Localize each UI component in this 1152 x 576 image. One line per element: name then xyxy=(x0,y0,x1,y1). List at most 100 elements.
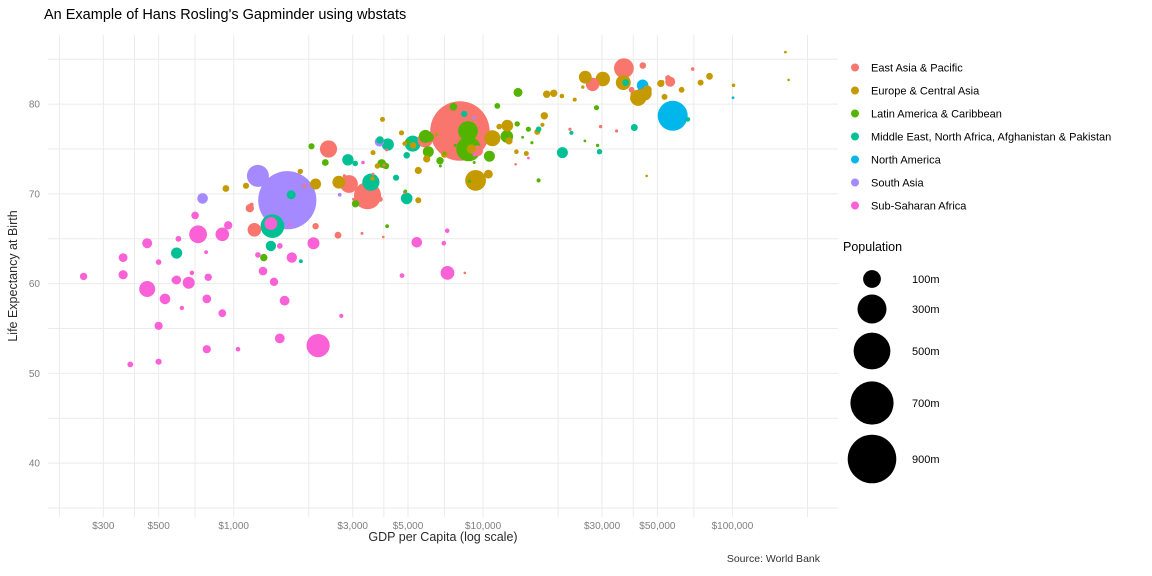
data-point xyxy=(639,62,647,69)
legend-color-swatch xyxy=(851,63,859,72)
data-point xyxy=(382,163,386,167)
data-point xyxy=(784,50,787,54)
data-point xyxy=(265,240,277,252)
data-point xyxy=(685,117,691,122)
data-point xyxy=(215,227,230,242)
data-point xyxy=(483,150,495,162)
data-point xyxy=(118,270,128,280)
legend-region-label: East Asia & Pacific xyxy=(871,63,963,75)
legend-size-label: 100m xyxy=(912,274,940,286)
data-point xyxy=(645,174,648,178)
data-point xyxy=(381,138,394,151)
data-point xyxy=(569,130,574,135)
y-tick-label: 80 xyxy=(29,100,41,111)
data-point xyxy=(302,184,307,188)
data-point xyxy=(339,313,344,318)
legend-color-swatch xyxy=(851,155,859,164)
data-point xyxy=(514,121,520,127)
data-point xyxy=(484,130,501,147)
data-point xyxy=(179,305,185,311)
data-point xyxy=(260,253,268,262)
data-point xyxy=(422,146,434,158)
data-point xyxy=(523,151,529,156)
data-point xyxy=(377,196,383,202)
data-point xyxy=(559,93,565,99)
data-point xyxy=(690,67,695,71)
legend-size-label: 700m xyxy=(912,398,940,410)
x-axis-tick-labels: $300 $500 $1,000 $3,000 $5,000 $10,000 $30,000… xyxy=(92,521,754,532)
data-point xyxy=(598,124,603,129)
data-point xyxy=(402,141,408,146)
data-point xyxy=(380,116,385,122)
data-point xyxy=(171,247,183,259)
data-point xyxy=(513,87,523,97)
data-point xyxy=(385,224,389,229)
legend-size-circle xyxy=(857,294,887,324)
data-point xyxy=(242,182,250,189)
data-point xyxy=(142,238,153,249)
legend-region-label: North America xyxy=(871,155,942,167)
data-point xyxy=(596,149,603,155)
data-point xyxy=(657,100,688,131)
legend-color-swatch xyxy=(851,86,859,95)
data-point xyxy=(535,126,542,132)
y-tick-label: 40 xyxy=(29,459,41,470)
data-point xyxy=(403,189,408,193)
population-size-legend: 100m 300m 500m 700m 900m xyxy=(847,270,940,484)
data-point xyxy=(171,276,178,284)
data-point xyxy=(415,197,422,204)
data-point xyxy=(434,132,439,137)
data-point xyxy=(595,143,600,148)
data-point xyxy=(312,223,319,230)
region-legend: East Asia & Pacific Europe & Central Asia… xyxy=(851,63,1111,213)
data-point xyxy=(639,88,646,95)
data-point xyxy=(175,235,182,242)
data-point xyxy=(438,164,442,168)
x-tick-label: $50,000 xyxy=(639,521,676,532)
data-point xyxy=(154,321,163,330)
data-point xyxy=(249,202,254,207)
data-point xyxy=(342,154,354,166)
data-point xyxy=(550,89,558,98)
data-point xyxy=(297,168,303,175)
data-point xyxy=(288,222,292,226)
x-tick-label: $100,000 xyxy=(712,521,754,532)
data-point xyxy=(409,142,417,149)
data-point xyxy=(423,155,431,163)
data-point xyxy=(583,139,587,143)
data-point xyxy=(494,103,501,109)
x-tick-label: $300 xyxy=(92,521,115,532)
data-point xyxy=(127,361,134,368)
data-point xyxy=(540,122,545,127)
data-point xyxy=(731,96,735,100)
legend-size-circle xyxy=(850,381,894,425)
data-point xyxy=(628,86,635,93)
data-point xyxy=(385,148,388,152)
data-point xyxy=(307,237,320,250)
data-point xyxy=(414,166,422,175)
data-point xyxy=(444,228,450,233)
data-point xyxy=(572,97,577,102)
data-point xyxy=(697,79,704,86)
data-point xyxy=(352,160,359,167)
data-point xyxy=(269,277,279,286)
data-point xyxy=(361,160,365,165)
x-tick-label: $500 xyxy=(148,521,171,532)
data-point xyxy=(595,71,610,87)
legend-size-label: 300m xyxy=(912,304,940,316)
data-point xyxy=(505,137,513,145)
legend-size-label: 500m xyxy=(912,346,940,358)
data-point xyxy=(235,346,241,352)
data-point xyxy=(376,136,384,144)
data-point xyxy=(496,123,503,130)
data-point xyxy=(360,231,364,235)
legend-color-swatch xyxy=(851,201,859,210)
data-point xyxy=(556,147,568,159)
data-point xyxy=(458,121,478,141)
data-point xyxy=(191,211,199,220)
x-tick-label: $5,000 xyxy=(393,521,424,532)
legend-size-circle xyxy=(863,270,881,288)
data-point xyxy=(279,295,290,306)
data-point xyxy=(472,115,476,120)
